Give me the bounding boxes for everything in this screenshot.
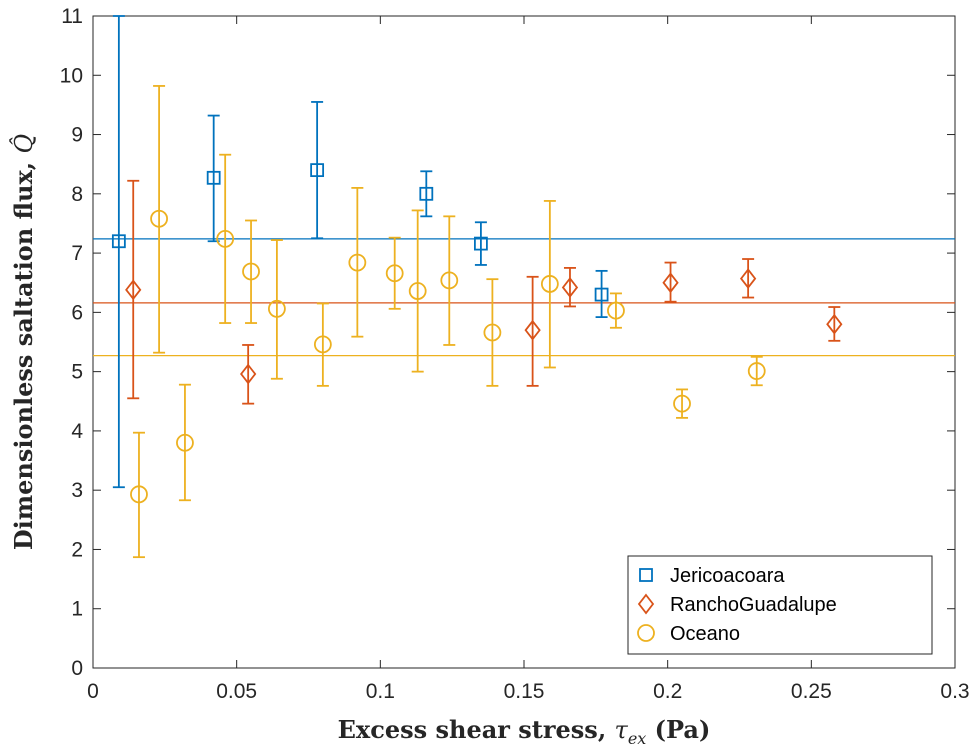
x-axis-title-symbol: τ bbox=[615, 716, 629, 744]
data-point bbox=[240, 363, 257, 385]
errorbars bbox=[112, 15, 841, 559]
y-tick-label: 11 bbox=[61, 5, 83, 28]
errorbar bbox=[609, 292, 622, 329]
legend-label-ranchoguadalupe: RanchoGuadalupe bbox=[670, 594, 837, 616]
y-tick-label: 8 bbox=[71, 183, 83, 206]
x-tick-label: 0 bbox=[87, 680, 99, 703]
y-tick-label: 2 bbox=[71, 538, 83, 561]
errorbar bbox=[311, 101, 324, 240]
data-point bbox=[739, 268, 757, 290]
y-tick-label: 6 bbox=[71, 301, 83, 324]
data-point bbox=[607, 301, 625, 320]
markers bbox=[111, 163, 843, 504]
data-point bbox=[673, 394, 691, 413]
errorbar bbox=[388, 236, 401, 310]
mean-lines bbox=[93, 238, 955, 357]
data-point bbox=[662, 272, 679, 294]
errorbar bbox=[178, 383, 191, 502]
data-point bbox=[524, 319, 541, 341]
data-point bbox=[483, 323, 502, 342]
data-point bbox=[408, 282, 427, 300]
data-point bbox=[150, 209, 168, 228]
data-point bbox=[385, 264, 404, 283]
errorbar bbox=[420, 170, 433, 218]
data-point bbox=[561, 277, 579, 298]
legend: Jericoacoara RanchoGuadalupe Oceano bbox=[627, 555, 933, 655]
errorbar bbox=[664, 261, 677, 303]
legend-label-oceano: Oceano bbox=[670, 623, 740, 645]
data-point bbox=[419, 186, 434, 201]
y-axis-title: Dimensionless saltation flux, Q̂ bbox=[9, 134, 38, 550]
errorbar bbox=[411, 209, 424, 373]
x-tick-label: 0.2 bbox=[653, 680, 682, 703]
errorbar bbox=[316, 302, 329, 387]
errorbar bbox=[132, 431, 145, 559]
errorbar bbox=[219, 153, 232, 324]
errorbar bbox=[828, 306, 841, 342]
y-tick-label: 3 bbox=[71, 479, 83, 502]
errorbar bbox=[242, 344, 255, 405]
data-point bbox=[747, 362, 766, 380]
y-tick-label: 4 bbox=[71, 420, 83, 443]
y-tick-label: 10 bbox=[60, 64, 83, 87]
data-point bbox=[216, 229, 235, 248]
errorbar bbox=[245, 219, 258, 324]
data-point bbox=[313, 335, 332, 354]
data-point bbox=[310, 163, 325, 178]
errorbar bbox=[595, 269, 608, 319]
errorbar bbox=[112, 15, 125, 489]
data-point bbox=[540, 275, 559, 293]
x-tick-label: 0.05 bbox=[216, 680, 257, 703]
errorbar bbox=[443, 215, 456, 346]
data-point bbox=[242, 262, 260, 281]
data-point bbox=[594, 287, 609, 302]
data-point bbox=[125, 279, 142, 301]
errorbar bbox=[153, 85, 166, 354]
x-axis: 0 0.05 0.1 0.15 0.2 0.25 0.3 bbox=[87, 16, 970, 703]
y-tick-label: 5 bbox=[71, 361, 83, 384]
data-point bbox=[473, 236, 488, 251]
errorbar bbox=[750, 355, 763, 387]
y-tick-label: 0 bbox=[71, 657, 83, 680]
y-axis-title-symbol: Q̂ bbox=[10, 134, 38, 154]
legend-label-jericoacoara: Jericoacoara bbox=[670, 565, 785, 587]
errorbar bbox=[742, 258, 755, 299]
legend-marker-ranchoguadalupe bbox=[637, 593, 655, 615]
data-point bbox=[176, 433, 194, 452]
y-axis: 0 1 2 3 4 5 6 7 8 9 10 11 bbox=[60, 5, 955, 680]
data-point bbox=[111, 234, 126, 249]
errorbar bbox=[270, 239, 283, 380]
y-tick-label: 9 bbox=[71, 124, 83, 147]
y-axis-title-text: Dimensionless saltation flux, bbox=[9, 154, 38, 551]
errorbar bbox=[543, 200, 556, 369]
y-tick-label: 7 bbox=[71, 242, 83, 265]
x-axis-title-units: (Pa) bbox=[646, 715, 710, 744]
data-point bbox=[348, 253, 367, 272]
y-tick-label: 1 bbox=[71, 598, 83, 621]
x-axis-title: Excess shear stress, τex (Pa) bbox=[338, 715, 711, 748]
errorbar bbox=[474, 221, 487, 266]
legend-marker-oceano bbox=[637, 624, 655, 642]
data-point bbox=[206, 170, 221, 185]
x-tick-label: 0.3 bbox=[940, 680, 969, 703]
data-point bbox=[826, 313, 843, 335]
x-tick-label: 0.15 bbox=[504, 680, 545, 703]
errorbar bbox=[526, 275, 539, 387]
x-tick-label: 0.1 bbox=[366, 680, 395, 703]
data-point bbox=[440, 271, 459, 290]
x-tick-label: 0.25 bbox=[791, 680, 832, 703]
x-axis-title-subscript: ex bbox=[628, 729, 647, 748]
errorbar bbox=[127, 179, 140, 400]
data-point bbox=[267, 299, 286, 318]
errorbar bbox=[351, 186, 364, 338]
legend-box bbox=[627, 555, 933, 655]
x-axis-title-text: Excess shear stress, bbox=[338, 715, 615, 744]
errorbar bbox=[563, 267, 576, 308]
legend-marker-jericoacoara bbox=[639, 568, 653, 582]
data-point bbox=[130, 485, 148, 504]
errorbar bbox=[676, 388, 689, 419]
errorbar bbox=[486, 278, 499, 387]
